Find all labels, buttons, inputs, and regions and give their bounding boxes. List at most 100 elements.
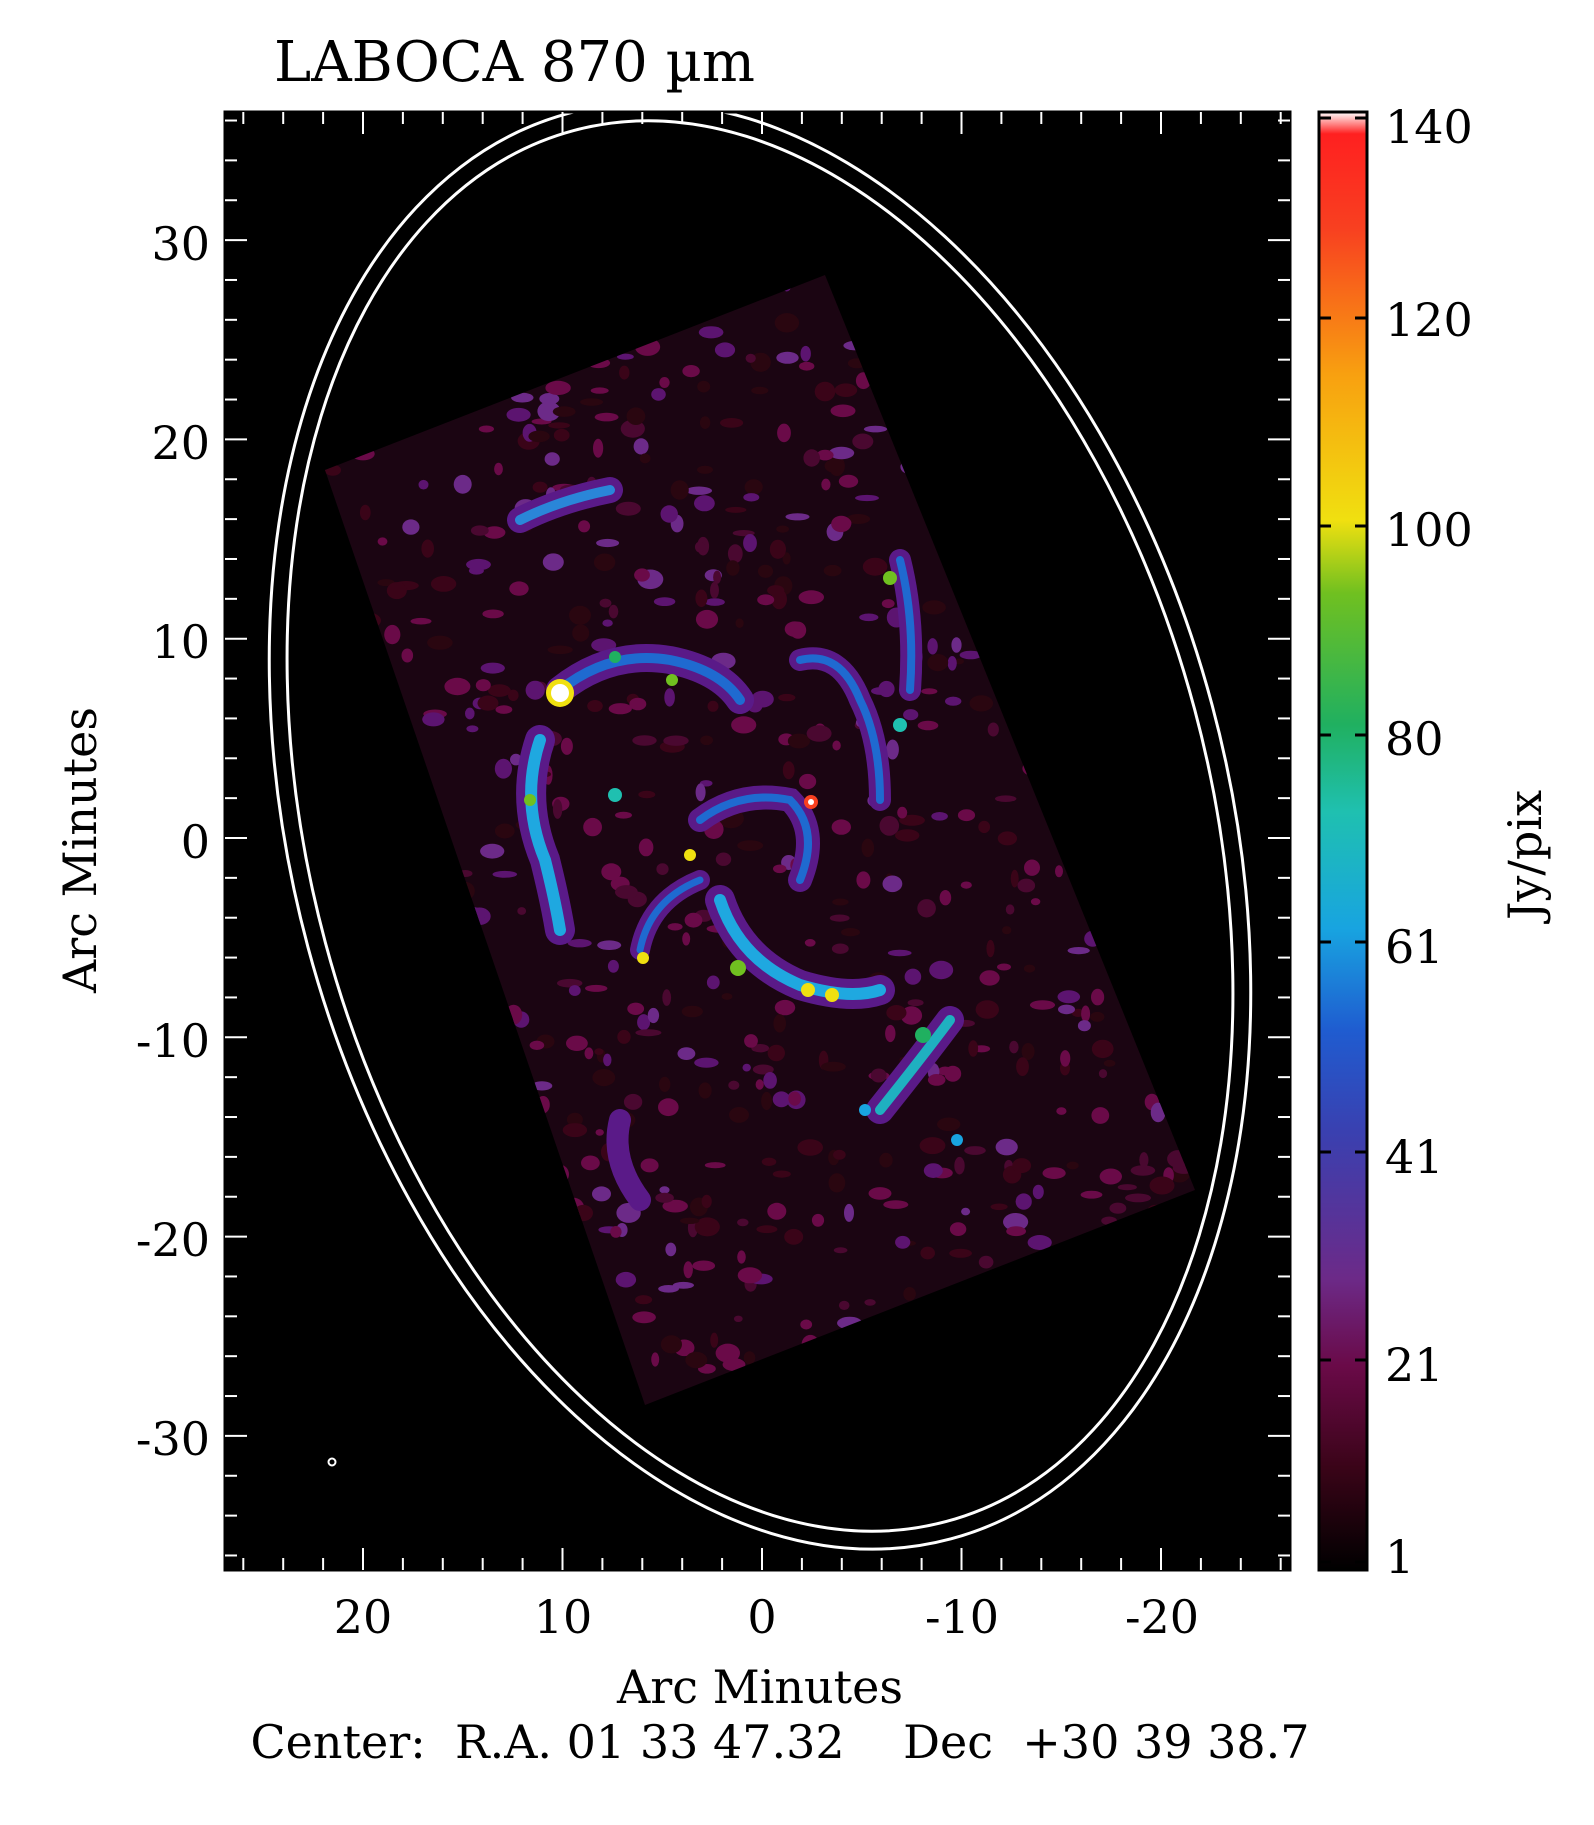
noise-blob [667, 923, 683, 931]
noise-blob [868, 1187, 892, 1200]
noise-blob [886, 739, 899, 760]
noise-blob [1066, 1161, 1079, 1170]
noise-blob [465, 707, 475, 720]
colorbar-tick-label: 80 [1385, 712, 1444, 766]
noise-blob [886, 1005, 907, 1021]
noise-blob [377, 537, 388, 546]
noise-blob [656, 863, 669, 875]
x-tick-label: 10 [533, 1590, 593, 1644]
noise-blob [1060, 1050, 1071, 1067]
noise-blob [488, 684, 511, 697]
noise-blob [707, 700, 719, 712]
noise-blob [979, 970, 1000, 986]
noise-blob [832, 740, 841, 751]
noise-blob [698, 326, 724, 339]
noise-blob [482, 609, 504, 619]
noise-blob [778, 693, 796, 702]
noise-blob [544, 452, 560, 466]
colorbar [1317, 110, 1369, 1572]
noise-blob [978, 820, 991, 834]
noise-blob [594, 1048, 604, 1055]
noise-blob [478, 425, 494, 433]
noise-blob [597, 940, 622, 950]
colorbar-ticks [1319, 116, 1367, 1564]
noise-blob [745, 353, 756, 363]
noise-blob [949, 1248, 972, 1258]
noise-blob [1080, 1190, 1103, 1199]
noise-blob [639, 453, 651, 464]
noise-blob [619, 365, 630, 380]
noise-blob [595, 1129, 604, 1136]
x-tick-label: -10 [924, 1590, 1000, 1644]
noise-blob [1081, 1005, 1091, 1023]
bright-knots [524, 571, 963, 1146]
noise-blob [823, 564, 842, 577]
noise-blob [757, 594, 775, 606]
noise-blob [811, 1213, 825, 1227]
noise-blob [670, 480, 689, 500]
noise-blob [684, 912, 703, 928]
noise-blob [1024, 859, 1040, 876]
noise-blob [1055, 865, 1063, 878]
noise-blob [997, 831, 1018, 846]
noise-blob [961, 1207, 971, 1216]
noise-blob [662, 1199, 688, 1213]
x-axis-title: Arc Minutes [617, 1660, 903, 1714]
noise-blob [737, 1218, 749, 1227]
noise-blob [743, 534, 757, 552]
noise-blob [593, 438, 604, 458]
noise-blob [951, 637, 962, 653]
noise-blob [384, 624, 401, 645]
noise-blob [743, 1351, 756, 1365]
noise-blob [632, 1311, 656, 1324]
noise-blob [681, 1005, 703, 1018]
noise-blob [483, 526, 506, 539]
x-tick-label: 20 [333, 1590, 393, 1644]
noise-blob [1030, 898, 1041, 906]
noise-blob [978, 1255, 994, 1269]
noise-blob [626, 407, 646, 426]
noise-blob [659, 1076, 671, 1092]
noise-blob [658, 1285, 679, 1293]
noise-blob [1016, 1057, 1029, 1076]
noise-blob [701, 1194, 712, 1208]
noise-blob [1015, 1193, 1032, 1210]
noise-blob [728, 1080, 740, 1090]
noise-blob [1077, 1020, 1091, 1032]
noise-blob [477, 695, 499, 711]
noise-blob [863, 425, 888, 433]
beam-circle [327, 1457, 337, 1467]
noise-blob [861, 838, 875, 858]
noise-blob [594, 412, 619, 422]
noise-blob [752, 1064, 774, 1075]
noise-blob [1009, 1040, 1019, 1054]
noise-blob [572, 624, 590, 642]
noise-blob [774, 313, 800, 333]
noise-blob [580, 398, 604, 406]
noise-blob [633, 438, 649, 455]
noise-blob [651, 388, 666, 401]
noise-blob [552, 406, 576, 417]
noise-blob [700, 735, 713, 746]
noise-blob [769, 539, 787, 559]
noise-blob [480, 843, 505, 859]
noise-blob [596, 538, 620, 548]
noise-blob [1117, 1184, 1137, 1191]
noise-blob [949, 1222, 967, 1236]
noise-blob [706, 975, 720, 990]
noise-blob [1023, 964, 1036, 973]
noise-blob [602, 619, 613, 627]
noise-blob [638, 790, 656, 799]
noise-blob [917, 899, 936, 918]
noise-blob [773, 1014, 786, 1033]
noise-blob [939, 890, 952, 906]
noise-blob [947, 656, 957, 671]
noise-blob [525, 680, 545, 700]
noise-blob [772, 1170, 791, 1178]
noise-blob [532, 481, 548, 493]
noise-blob [841, 928, 860, 937]
noise-blob [715, 1343, 740, 1363]
noise-blob [834, 517, 852, 530]
noise-blob [1005, 904, 1015, 915]
noise-blob [663, 735, 689, 746]
